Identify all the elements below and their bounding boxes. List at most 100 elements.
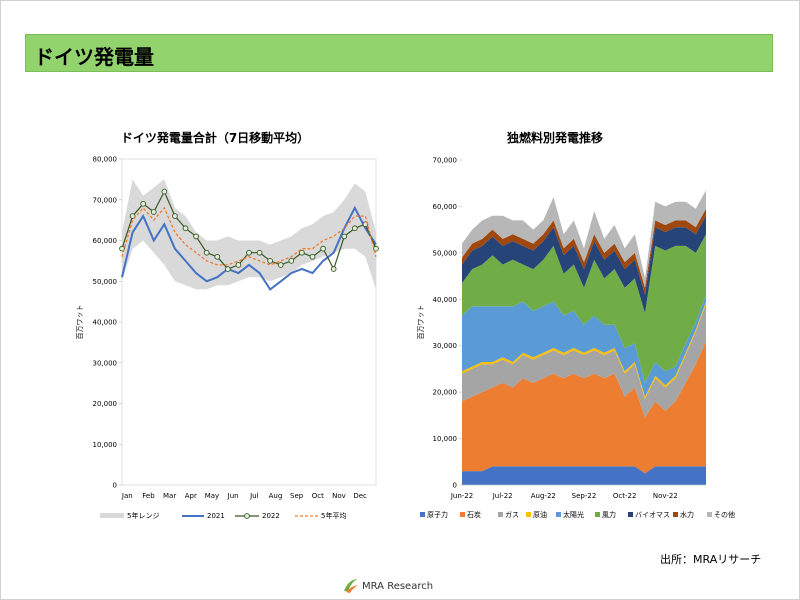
legend-fuel-label: 水力	[680, 510, 694, 519]
left-y-tick-label: 60,000	[93, 237, 118, 245]
page-title: ドイツ発電量	[34, 45, 154, 69]
series-2022-point	[224, 266, 231, 272]
title-banner: ドイツ発電量	[25, 34, 773, 72]
series-2022-point	[277, 262, 284, 268]
left-y-tick-label: 40,000	[93, 319, 118, 327]
source-note: 出所：MRAリサーチ	[660, 553, 762, 566]
right-x-tick-label: Jun-22	[450, 492, 473, 500]
series-2022-point	[140, 200, 147, 207]
legend-fuel-label: 原子力	[427, 510, 448, 519]
right-y-tick-label: 20,000	[433, 389, 458, 397]
right-x-tick-label: Nov-22	[653, 492, 678, 500]
series-2022-point	[246, 249, 252, 256]
right-x-tick-label: Jul-22	[492, 492, 513, 500]
legend-fuel-swatch	[707, 512, 712, 517]
legend-2021-label: 2021	[207, 512, 225, 520]
right-x-tick-label: Aug-22	[531, 492, 556, 500]
series-2022-point	[172, 213, 178, 219]
series-2022-point	[299, 249, 305, 256]
left-x-tick-label: Jun	[227, 492, 239, 500]
left-y-axis-label: 百万ワット	[76, 305, 84, 340]
series-2022-point	[256, 249, 263, 256]
legend-average-label: 5年平均	[321, 511, 346, 520]
right-y-tick-label: 50,000	[433, 249, 458, 257]
series-2022-point	[320, 245, 326, 252]
area-series-5	[462, 234, 706, 383]
left-y-tick-label: 10,000	[93, 441, 118, 449]
logo-text: MRA Research	[362, 581, 434, 592]
legend-fuel-label: 原油	[533, 510, 547, 519]
series-2022-point	[203, 249, 210, 256]
legend-fuel-swatch	[556, 512, 561, 517]
legend-range-label: 5年レンジ	[127, 511, 159, 520]
series-2022-point	[129, 213, 136, 219]
legend-range-swatch	[100, 513, 124, 518]
series-2022-point	[161, 188, 168, 195]
left-chart-title: ドイツ発電量合計（7日移動平均）	[120, 131, 310, 145]
left-x-tick-label: Dec	[353, 492, 367, 500]
series-2022-point	[193, 233, 199, 240]
legend-fuel-label: ガス	[505, 510, 519, 519]
left-y-tick-label: 0	[113, 482, 117, 490]
area-series-4	[462, 294, 706, 397]
series-2022-point	[182, 225, 189, 232]
series-2022-point	[288, 258, 295, 264]
left-x-tick-label: Nov	[332, 492, 346, 500]
legend-fuel-swatch	[526, 512, 531, 517]
series-2022-point	[330, 266, 337, 272]
area-series-1	[462, 341, 706, 474]
right-y-tick-label: 0	[453, 482, 457, 490]
left-y-tick-label: 50,000	[93, 278, 118, 286]
right-y-tick-label: 40,000	[433, 296, 458, 304]
left-x-tick-label: Oct	[312, 492, 324, 500]
right-x-tick-label: Sep-22	[572, 492, 597, 500]
series-2022-point	[351, 225, 358, 232]
legend-fuel-swatch	[498, 512, 503, 517]
legend-2022-label: 2022	[262, 512, 280, 520]
area-series-2	[462, 303, 706, 418]
five-year-average-line	[121, 206, 377, 266]
series-2022-point	[119, 245, 125, 252]
legend-fuel-swatch	[595, 512, 600, 517]
legend-fuel-label: 石炭	[467, 511, 481, 519]
left-x-tick-label: Mar	[163, 492, 176, 500]
left-y-tick-label: 80,000	[93, 156, 118, 164]
legend-fuel-label: その他	[714, 510, 735, 519]
right-y-tick-label: 60,000	[433, 203, 458, 211]
series-2022-point	[309, 253, 316, 260]
area-series-0	[462, 466, 706, 485]
legend-fuel-swatch	[460, 512, 465, 517]
series-2021-line	[121, 205, 377, 291]
series-2022-point	[341, 233, 348, 240]
series-2022-point	[214, 253, 221, 260]
right-chart-title: 独燃料別発電推移	[506, 131, 603, 145]
right-x-tick-label: Oct-22	[613, 492, 637, 500]
legend-fuel-swatch	[673, 512, 678, 517]
left-x-tick-label: May	[205, 492, 219, 500]
series-2022-point	[235, 262, 242, 268]
legend-fuel-label: 太陽光	[563, 510, 584, 519]
right-y-axis-label: 百万ワット	[417, 305, 425, 340]
legend-fuel-swatch	[628, 512, 633, 517]
left-x-tick-label: Feb	[142, 492, 155, 500]
legend-fuel-swatch	[420, 512, 425, 517]
series-2022-point	[267, 258, 274, 264]
logo-icon	[344, 579, 358, 593]
left-x-tick-label: Aug	[269, 492, 283, 500]
left-y-tick-label: 20,000	[93, 400, 118, 408]
legend-2022-marker	[244, 513, 250, 519]
series-2022-point	[150, 209, 157, 215]
right-y-tick-label: 10,000	[433, 435, 458, 443]
left-x-tick-label: Apr	[185, 492, 197, 500]
legend-fuel-label: 風力	[602, 510, 616, 519]
left-x-tick-label: Jul	[249, 492, 259, 500]
left-y-tick-label: 70,000	[93, 196, 118, 204]
legend-fuel-label: バイオマス	[635, 511, 670, 519]
left-y-tick-label: 30,000	[93, 359, 118, 367]
left-x-tick-label: Jan	[121, 492, 133, 500]
right-y-tick-label: 30,000	[433, 342, 458, 350]
left-x-tick-label: Sep	[290, 492, 304, 500]
series-2022-point	[373, 245, 379, 252]
right-y-tick-label: 70,000	[433, 157, 458, 165]
